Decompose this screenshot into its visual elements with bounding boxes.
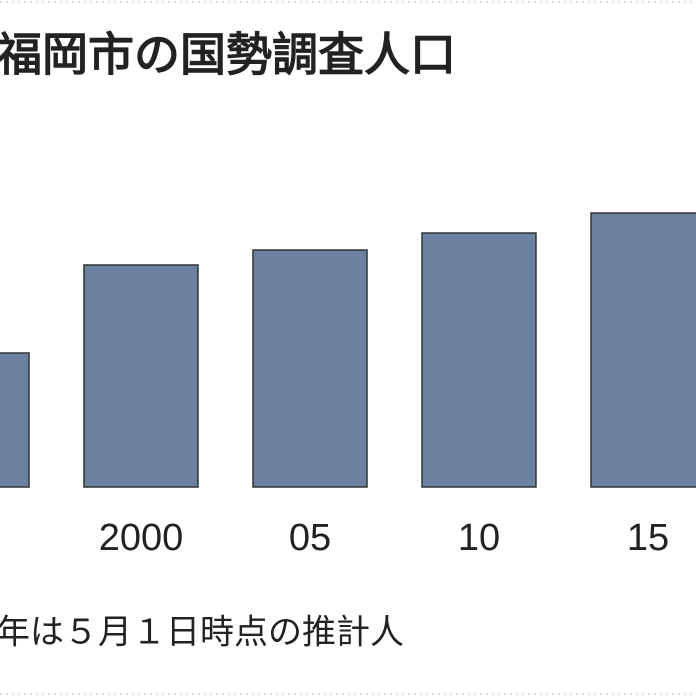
bar <box>83 264 199 488</box>
x-tick-label: 5年 <box>0 517 2 559</box>
bar <box>590 212 696 488</box>
x-tick-label: 15 <box>627 517 669 559</box>
footnote: 年は５月１日時点の推計人 <box>0 613 404 653</box>
bar <box>0 352 30 488</box>
x-tick-label: 05 <box>289 517 331 559</box>
chart-title: 福岡市の国勢調査人口 <box>0 28 456 82</box>
bar <box>252 249 368 488</box>
x-tick-label: 2000 <box>99 517 184 559</box>
x-tick-label: 10 <box>458 517 500 559</box>
bar <box>421 232 537 488</box>
